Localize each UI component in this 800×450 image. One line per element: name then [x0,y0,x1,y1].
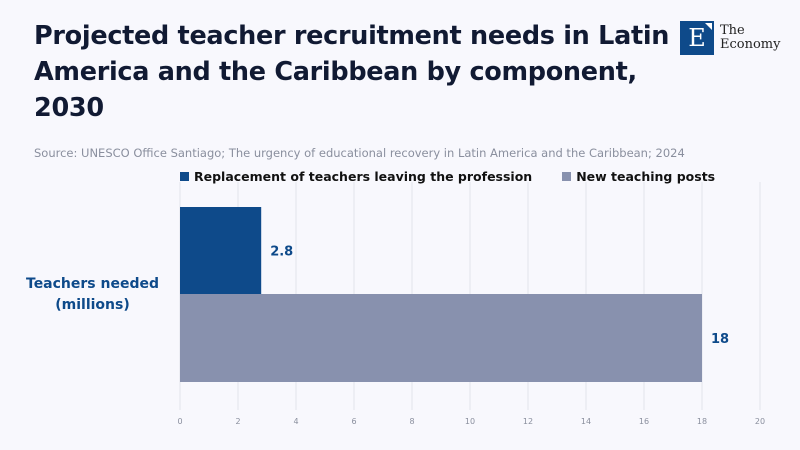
x-tick-label: 14 [581,417,591,426]
bar-new-posts [180,294,702,382]
legend-item-replacement: Replacement of teachers leaving the prof… [180,169,532,184]
x-tick-label: 8 [409,417,414,426]
logo-mark: E [680,21,714,55]
x-tick-label: 2 [235,417,240,426]
x-tick-label: 10 [465,417,475,426]
bar-replacement [180,207,262,294]
x-tick-label: 18 [697,417,707,426]
the-economy-logo: E The Economy [680,21,780,55]
y-category-label: Teachers needed (millions) [26,276,159,313]
source-note: Source: UNESCO Office Santiago; The urge… [34,146,685,160]
data-label: 2.8 [270,245,293,260]
logo-line2: Economy [720,37,781,52]
x-tick-label: 0 [177,417,182,426]
logo-line1: The [720,23,745,38]
x-tick-label: 6 [351,417,356,426]
x-tick-label: 4 [293,417,298,426]
x-tick-label: 20 [755,417,765,426]
x-tick-label: 12 [523,417,533,426]
chart-title: Projected teacher recruitment needs in L… [34,21,670,123]
data-label: 18 [711,332,729,347]
legend-item-new-posts: New teaching posts [562,169,715,184]
legend: Replacement of teachers leaving the prof… [180,169,715,184]
x-tick-label: 16 [639,417,649,426]
